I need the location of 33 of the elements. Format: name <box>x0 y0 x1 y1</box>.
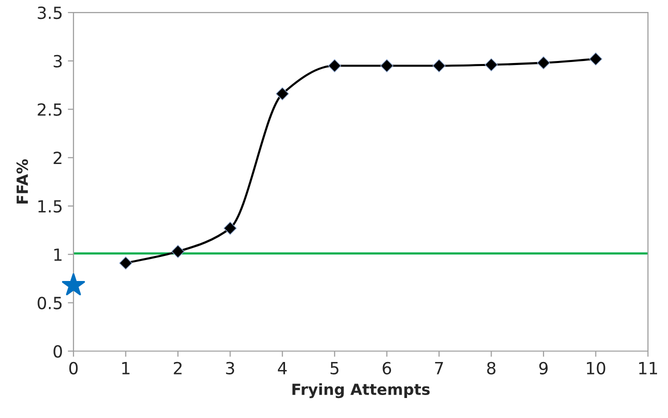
x-tick-label: 7 <box>435 362 443 374</box>
y-tick-label: 0 <box>54 345 62 358</box>
x-tick-label: 1 <box>122 362 130 374</box>
point <box>171 244 184 258</box>
point <box>380 59 394 72</box>
x-tick-label: 5 <box>330 362 338 374</box>
point <box>484 58 498 72</box>
point <box>328 59 342 72</box>
point <box>432 59 446 72</box>
x-tick-label: 3 <box>226 362 234 374</box>
y-tick-label: 2.5 <box>38 103 62 116</box>
y-tick-label: 1 <box>54 248 62 261</box>
x-tick-label: 4 <box>278 362 287 374</box>
x-tick-label: 11 <box>639 362 658 374</box>
y-axis-title: FFA% <box>16 159 28 204</box>
x-tick-label: 10 <box>586 362 606 374</box>
x-tick-label: 6 <box>382 362 392 374</box>
x-tick-label: 8 <box>487 362 496 374</box>
point <box>62 273 86 296</box>
x-tick-label: 2 <box>174 362 182 374</box>
y-tick-label: 2 <box>54 152 62 164</box>
point <box>276 87 289 100</box>
x-tick-label: 9 <box>539 362 548 374</box>
point <box>119 256 132 270</box>
point <box>536 56 550 70</box>
y-tick-label: 3 <box>54 54 62 68</box>
x-axis-title: Frying Attempts <box>292 383 430 398</box>
point <box>224 222 237 235</box>
y-tick-label: 3.5 <box>38 6 62 20</box>
x-tick-label: 0 <box>69 362 78 374</box>
point <box>589 52 602 66</box>
y-tick-label: 0.5 <box>38 296 62 310</box>
y-tick-label: 1.5 <box>38 200 62 213</box>
